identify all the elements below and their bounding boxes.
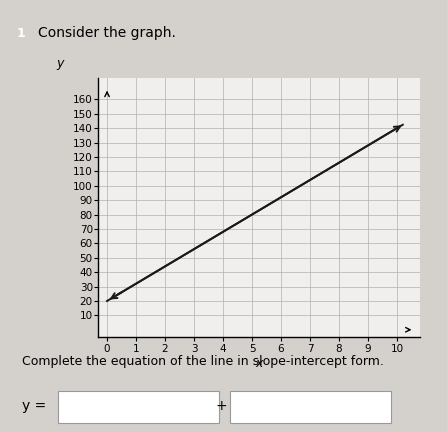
Text: y =: y = bbox=[22, 399, 46, 413]
Text: Consider the graph.: Consider the graph. bbox=[38, 26, 176, 41]
Text: 1: 1 bbox=[17, 27, 25, 40]
Y-axis label: y: y bbox=[56, 57, 63, 70]
FancyBboxPatch shape bbox=[230, 391, 391, 423]
Text: +: + bbox=[216, 399, 228, 413]
FancyBboxPatch shape bbox=[58, 391, 219, 423]
X-axis label: x: x bbox=[256, 357, 263, 370]
Text: Complete the equation of the line in slope-intercept form.: Complete the equation of the line in slo… bbox=[22, 355, 384, 368]
